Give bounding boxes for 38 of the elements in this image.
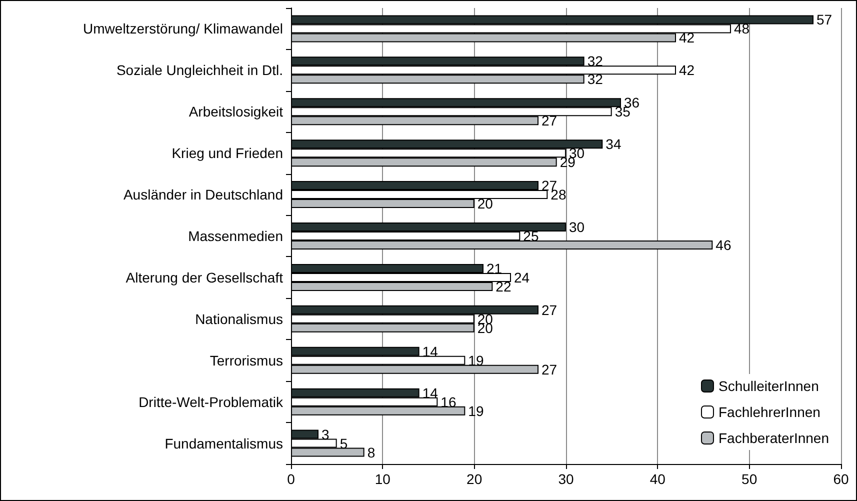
data-label: 20 [477,196,494,212]
y-tick-label: Ausländer in Deutschland [123,186,283,203]
x-tick-label: 0 [287,471,296,487]
data-label: 42 [679,30,695,46]
data-label: 57 [816,12,832,28]
data-label: 30 [569,219,585,235]
legend-label: FachberaterInnen [718,430,830,446]
y-tick-label: Terrorismus [210,352,283,368]
x-tick-label: 60 [833,471,849,487]
data-label: 27 [542,112,558,129]
data-label: 19 [468,402,484,419]
data-label: 22 [496,278,512,294]
data-label: 42 [679,62,695,78]
x-tick-label: 40 [650,471,666,487]
legend-label: FachlehrerInnen [718,404,820,420]
y-tick-label: Arbeitslosigkeit [188,104,284,120]
data-label: 8 [367,444,376,460]
data-label: 34 [606,136,622,152]
data-label: 27 [542,302,558,318]
y-tick-label: Alterung der Gesellschaft [126,269,284,286]
y-tick-label: Massenmedien [188,228,283,244]
y-tick-label: Soziale Ungleichheit in Dtl. [116,62,283,78]
y-tick-label: Umweltzerstörung/ Klimawandel [83,20,283,37]
y-tick-label: Dritte-Welt-Problematik [138,394,284,410]
data-label: 27 [542,361,558,378]
y-tick-label: Nationalismus [195,310,283,327]
y-tick-label: Krieg und Frieden [172,145,283,162]
x-tick-label: 30 [558,471,574,487]
legend-label: SchulleiterInnen [718,378,819,394]
x-tick-label: 50 [742,471,758,487]
data-label: 46 [716,237,732,253]
data-label: 32 [587,71,604,88]
data-label: 24 [514,269,530,286]
y-tick-label: Fundamentalismus [164,435,283,452]
x-tick-label: 10 [374,471,391,487]
data-label: 48 [734,20,750,37]
data-label: 32 [587,53,604,70]
x-tick-label: 20 [466,471,482,487]
